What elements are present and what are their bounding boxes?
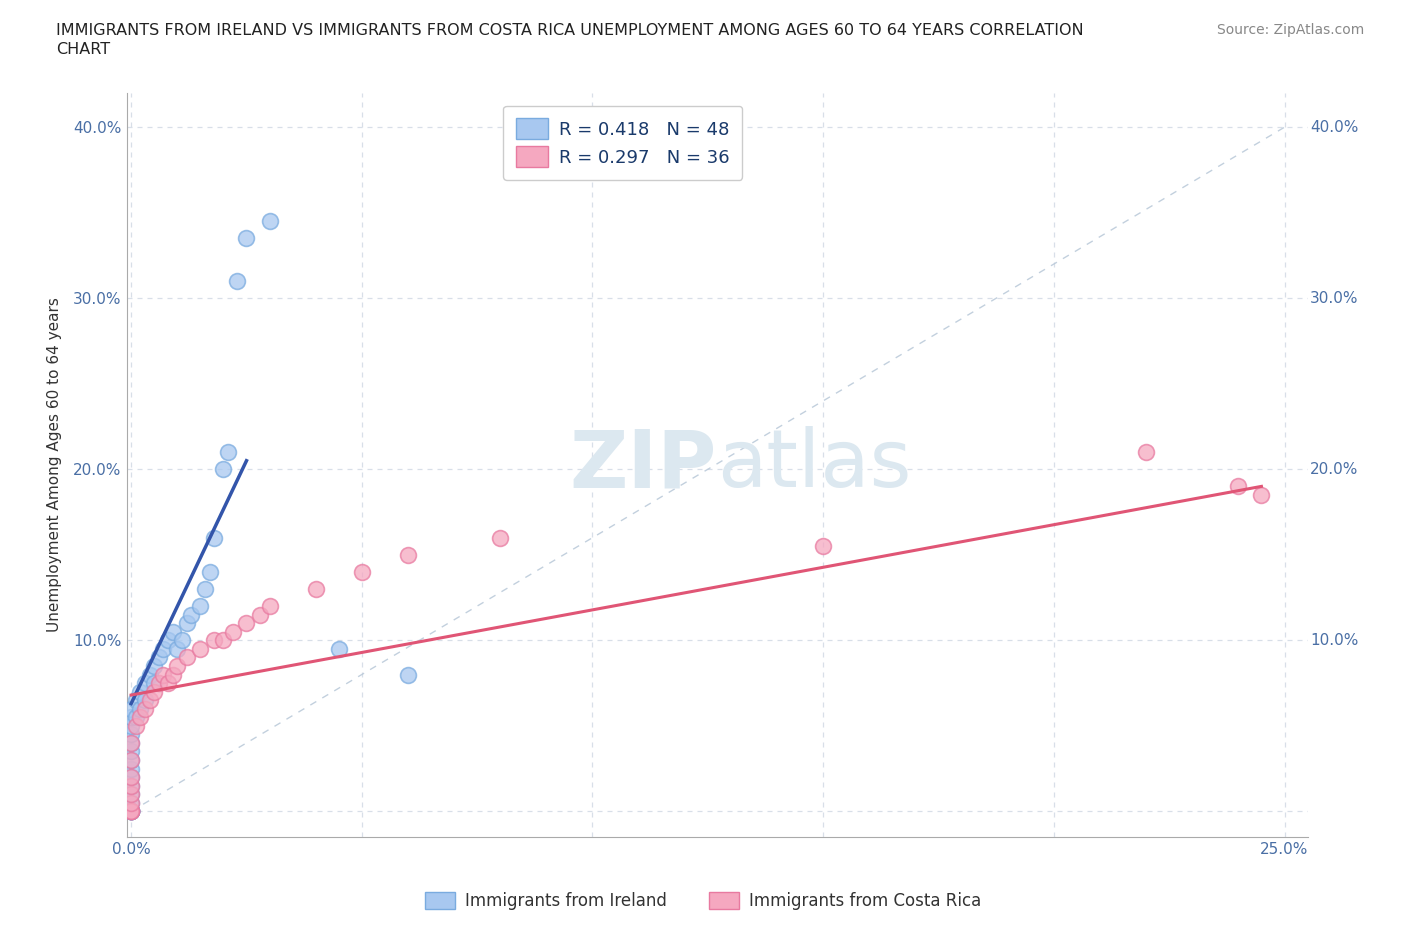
Point [120, 752, 142, 767]
Legend: R = 0.418   N = 48, R = 0.297   N = 36: R = 0.418 N = 48, R = 0.297 N = 36 [503, 106, 742, 180]
Point [235, 231, 257, 246]
Point [125, 710, 148, 724]
Point [138, 667, 160, 682]
Point [134, 701, 156, 716]
Point [235, 616, 257, 631]
Point [120, 804, 142, 818]
Text: 40.0%: 40.0% [1310, 120, 1358, 135]
Point [396, 667, 419, 682]
Point [125, 718, 148, 733]
Point [180, 607, 202, 622]
Point [170, 633, 193, 648]
Point [120, 795, 142, 810]
Point [1250, 487, 1272, 502]
Point [120, 778, 142, 793]
Point [120, 770, 142, 785]
Point [129, 701, 152, 716]
Point [350, 565, 373, 579]
Point [120, 804, 142, 818]
Point [328, 642, 350, 657]
Point [120, 701, 142, 716]
Point [120, 770, 142, 785]
Point [152, 667, 174, 682]
Point [120, 804, 142, 818]
Text: 30.0%: 30.0% [1310, 291, 1358, 306]
Point [1135, 445, 1157, 459]
Point [120, 804, 142, 818]
Point [134, 693, 156, 708]
Point [120, 718, 142, 733]
Point [120, 795, 142, 810]
Point [120, 752, 142, 767]
Point [134, 675, 156, 690]
Point [157, 675, 180, 690]
Point [259, 599, 281, 614]
Point [120, 804, 142, 818]
Point [152, 642, 174, 657]
Point [120, 804, 142, 818]
Point [188, 599, 212, 614]
Text: 10.0%: 10.0% [1310, 632, 1358, 648]
Point [1227, 479, 1250, 494]
Point [166, 642, 188, 657]
Point [148, 675, 170, 690]
Point [176, 616, 198, 631]
Point [226, 273, 249, 288]
Point [212, 462, 235, 477]
Point [166, 658, 188, 673]
Point [202, 530, 225, 545]
Point [143, 658, 166, 673]
Point [489, 530, 512, 545]
Point [202, 633, 225, 648]
Y-axis label: Unemployment Among Ages 60 to 64 years: Unemployment Among Ages 60 to 64 years [46, 298, 62, 632]
Point [217, 445, 239, 459]
Text: 20.0%: 20.0% [1310, 462, 1358, 477]
Point [249, 607, 271, 622]
Point [157, 633, 180, 648]
Point [188, 642, 212, 657]
Text: ZIP: ZIP [569, 426, 717, 504]
Text: Source: ZipAtlas.com: Source: ZipAtlas.com [1216, 23, 1364, 37]
Point [120, 787, 142, 802]
Text: IMMIGRANTS FROM IRELAND VS IMMIGRANTS FROM COSTA RICA UNEMPLOYMENT AMONG AGES 60: IMMIGRANTS FROM IRELAND VS IMMIGRANTS FR… [56, 23, 1084, 38]
Point [125, 693, 148, 708]
Point [120, 804, 142, 818]
Point [305, 581, 328, 596]
Legend: Immigrants from Ireland, Immigrants from Costa Rica: Immigrants from Ireland, Immigrants from… [419, 885, 987, 917]
Point [176, 650, 198, 665]
Point [194, 581, 217, 596]
Point [129, 684, 152, 699]
Point [120, 804, 142, 818]
Point [129, 710, 152, 724]
Point [120, 778, 142, 793]
Text: atlas: atlas [717, 426, 911, 504]
Point [259, 214, 281, 229]
Point [120, 804, 142, 818]
Point [138, 693, 160, 708]
Point [162, 667, 184, 682]
Point [120, 787, 142, 802]
Point [396, 548, 419, 563]
Point [120, 727, 142, 742]
Point [198, 565, 221, 579]
Point [162, 624, 184, 639]
Point [120, 804, 142, 818]
Point [221, 624, 243, 639]
Point [143, 684, 166, 699]
Point [120, 804, 142, 818]
Point [148, 650, 170, 665]
Point [143, 675, 166, 690]
Point [120, 761, 142, 776]
Point [120, 804, 142, 818]
Point [120, 744, 142, 759]
Point [120, 710, 142, 724]
Text: CHART: CHART [56, 42, 110, 57]
Point [120, 736, 142, 751]
Point [120, 736, 142, 751]
Point [212, 633, 235, 648]
Point [811, 538, 834, 553]
